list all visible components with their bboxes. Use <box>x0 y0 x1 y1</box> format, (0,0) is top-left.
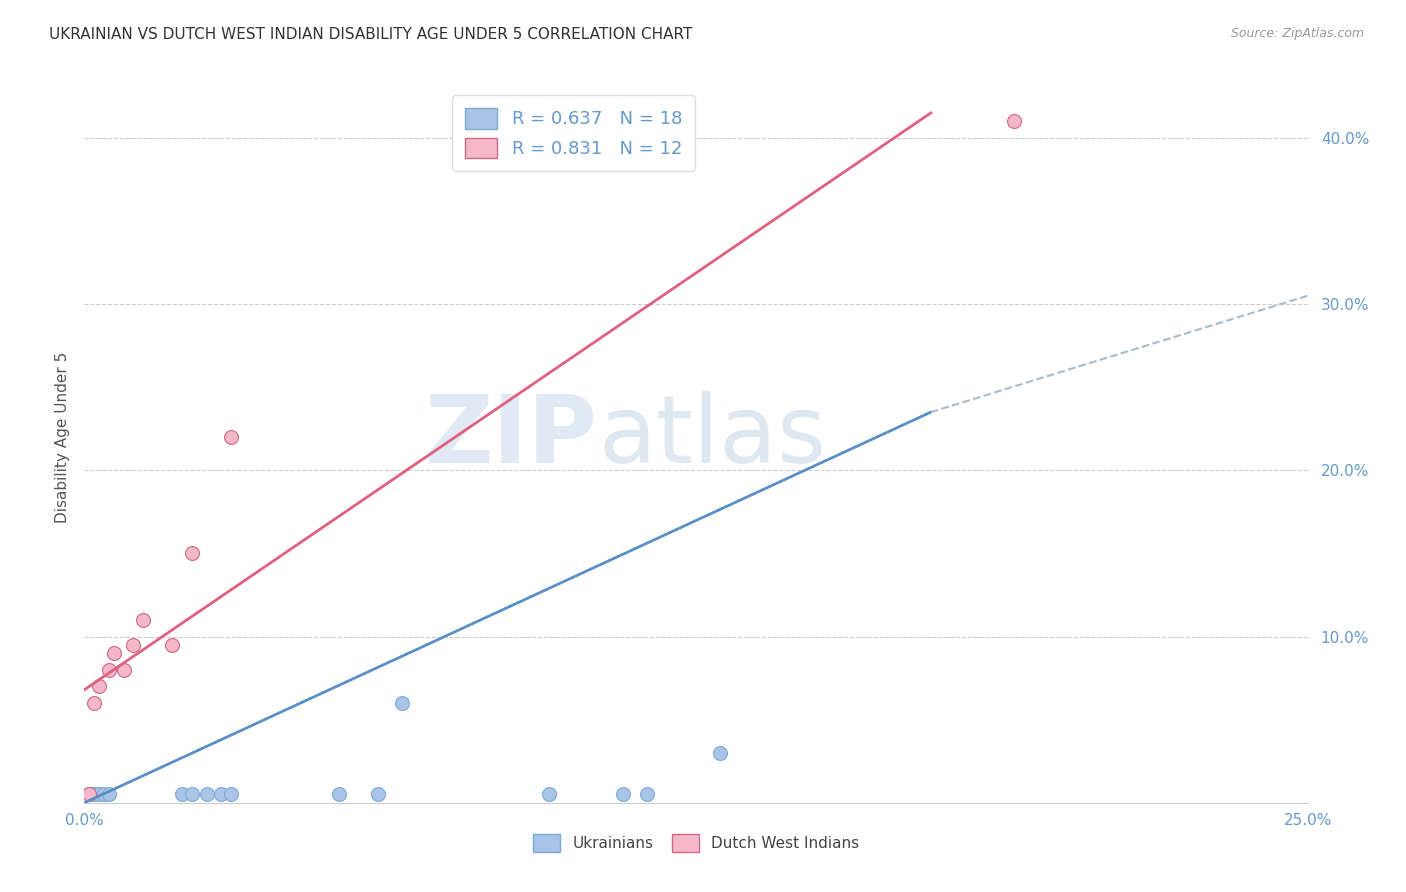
Legend: Ukrainians, Dutch West Indians: Ukrainians, Dutch West Indians <box>523 825 869 861</box>
Point <box>132 613 155 627</box>
Point <box>97 663 120 677</box>
Point <box>209 788 232 802</box>
Point <box>709 746 731 760</box>
Point <box>83 696 105 710</box>
Point <box>112 663 135 677</box>
Point <box>391 696 413 710</box>
Text: ZIP: ZIP <box>425 391 598 483</box>
Point <box>103 646 125 660</box>
Point <box>181 546 204 560</box>
Point <box>83 788 105 802</box>
Point <box>219 430 242 444</box>
Y-axis label: Disability Age Under 5: Disability Age Under 5 <box>55 351 70 523</box>
Point <box>195 788 218 802</box>
Point <box>87 680 110 694</box>
Text: Source: ZipAtlas.com: Source: ZipAtlas.com <box>1230 27 1364 40</box>
Point <box>1002 114 1025 128</box>
Point <box>77 788 100 802</box>
Point <box>636 788 658 802</box>
Point <box>93 788 115 802</box>
Point <box>77 788 100 802</box>
Point <box>219 788 242 802</box>
Point <box>538 788 561 802</box>
Point <box>97 788 120 802</box>
Text: atlas: atlas <box>598 391 827 483</box>
Point <box>612 788 634 802</box>
Point <box>77 788 100 802</box>
Point <box>172 788 194 802</box>
Point <box>162 638 184 652</box>
Point <box>181 788 204 802</box>
Point <box>87 788 110 802</box>
Point <box>328 788 350 802</box>
Point <box>367 788 389 802</box>
Text: UKRAINIAN VS DUTCH WEST INDIAN DISABILITY AGE UNDER 5 CORRELATION CHART: UKRAINIAN VS DUTCH WEST INDIAN DISABILIT… <box>49 27 693 42</box>
Point <box>122 638 145 652</box>
